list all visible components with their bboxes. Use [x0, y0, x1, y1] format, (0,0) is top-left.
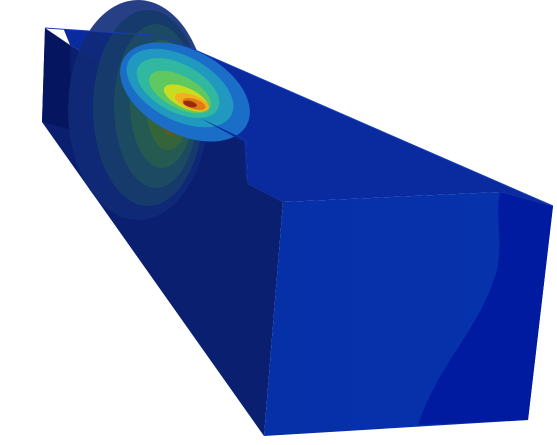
block-front-edge-shadow: [42, 28, 72, 130]
block-top-edge: [44, 27, 554, 207]
top-contour-core: [183, 100, 197, 108]
front-face-upper-mask: [30, 20, 70, 45]
side-contour-region: [418, 192, 553, 425]
